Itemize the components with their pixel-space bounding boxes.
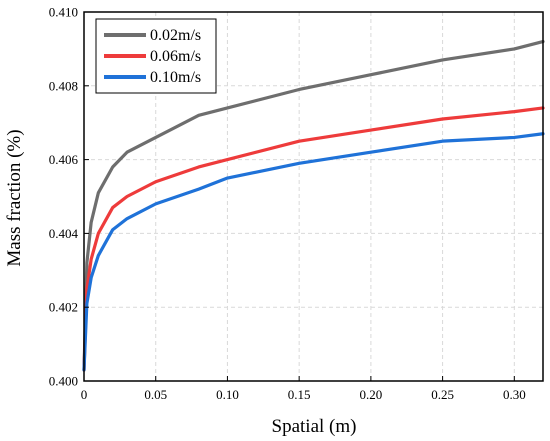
x-tick-label: 0.20 xyxy=(360,387,383,402)
y-tick-label: 0.406 xyxy=(49,152,79,167)
legend-label-0: 0.02m/s xyxy=(150,27,201,44)
legend: 0.02m/s 0.06m/s 0.10m/s xyxy=(95,18,217,94)
tick-labels: 0 0.05 0.10 0.15 0.20 0.25 0.30 0.400 0.402 0.404… xyxy=(49,5,526,403)
x-tick-label: 0.05 xyxy=(144,387,167,402)
y-tick-label: 0.400 xyxy=(49,374,78,389)
series-line-2 xyxy=(82,132,545,372)
y-tick-label: 0.402 xyxy=(49,300,78,315)
x-tick-label: 0.10 xyxy=(216,387,239,402)
x-axis-title: Spatial (m) xyxy=(272,416,357,437)
y-tick-label: 0.404 xyxy=(49,226,79,241)
y-axis-title: Mass fraction (%) xyxy=(4,129,25,266)
y-tick-label: 0.410 xyxy=(49,5,78,20)
legend-label-2: 0.10m/s xyxy=(150,69,201,86)
y-tick-label: 0.408 xyxy=(49,78,78,93)
series-line-0 xyxy=(82,39,545,372)
series-line-1 xyxy=(82,106,545,372)
series-lines xyxy=(82,39,545,372)
ticks xyxy=(83,11,515,382)
x-tick-label: 0.30 xyxy=(503,387,526,402)
grid xyxy=(84,12,543,381)
legend-label-1: 0.06m/s xyxy=(150,48,201,65)
x-tick-label: 0 xyxy=(81,387,88,402)
plot-frame xyxy=(83,11,544,382)
x-tick-label: 0.15 xyxy=(288,387,311,402)
x-tick-label: 0.25 xyxy=(431,387,454,402)
